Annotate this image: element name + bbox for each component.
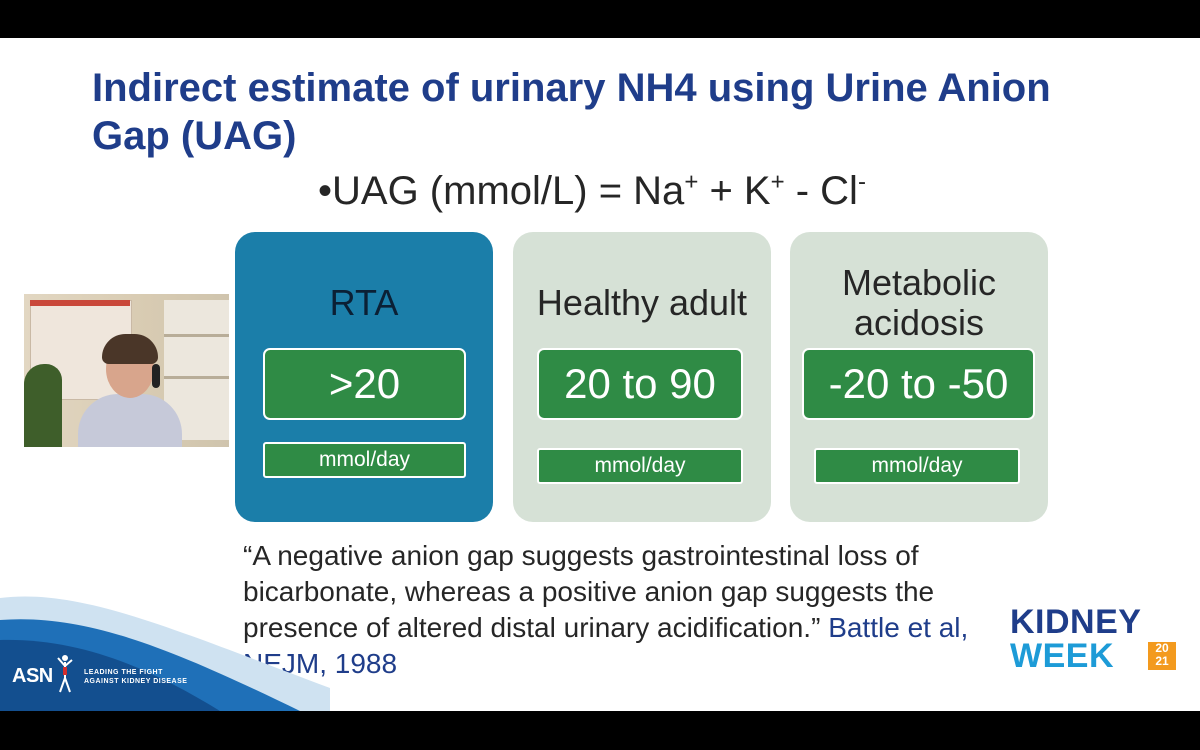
- asn-logo-text: ASN: [12, 665, 53, 687]
- card-healthy-adult: Healthy adult 20 to 90 mmol/day: [513, 232, 771, 522]
- speaker-video-thumbnail: [24, 294, 229, 447]
- value-box-rta: >20: [263, 348, 466, 420]
- kidney-week-logo-week: WEEK: [1010, 637, 1114, 675]
- unit-box-rta: mmol/day: [263, 442, 466, 478]
- quote-paragraph: “A negative anion gap suggests gastroint…: [243, 538, 1003, 682]
- asn-tagline-line1: LEADING THE FIGHT: [84, 669, 163, 676]
- formula-mid-cl: - Cl: [784, 169, 858, 213]
- card-title-acidosis: acidosis: [853, 302, 985, 343]
- slide-title: Indirect estimate of urinary NH4 using U…: [92, 66, 1051, 158]
- presentation-slide: Indirect estimate of urinary NH4 using U…: [0, 38, 1200, 711]
- card-rta: RTA >20 mmol/day: [235, 232, 493, 522]
- quote-text: “A negative anion gap suggests gastroint…: [243, 540, 935, 643]
- year-bottom: 21: [1155, 654, 1169, 668]
- formula-sup-na: +: [684, 168, 699, 196]
- kidney-week-year-badge: 20 21: [1148, 642, 1176, 670]
- video-plant: [24, 364, 62, 447]
- formula-sup-k: +: [770, 168, 785, 196]
- asn-brand-wave: [0, 596, 330, 711]
- speaker-body: [78, 394, 182, 447]
- card-title-rta: RTA: [329, 282, 399, 323]
- video-poster-header: [30, 300, 130, 306]
- speaker-headset: [152, 364, 160, 388]
- speaker-hair: [102, 334, 158, 364]
- unit-box-metabolic-acidosis: mmol/day: [814, 448, 1020, 484]
- asn-figure-icon: [57, 655, 73, 693]
- year-top: 20: [1155, 641, 1169, 655]
- video-shelf-divider: [164, 334, 229, 337]
- value-box-healthy-adult: 20 to 90: [537, 348, 743, 420]
- formula-bullet: •UAG (mmol/L) = Na+ + K+ - Cl-: [318, 168, 866, 214]
- formula-mid-k: + K: [698, 169, 771, 213]
- bullet-glyph: •: [318, 169, 333, 213]
- formula-sup-cl: -: [857, 168, 866, 196]
- kidney-week-logo-kidney: KIDNEY: [1010, 603, 1142, 641]
- asn-tagline-line2: AGAINST KIDNEY DISEASE: [84, 678, 188, 685]
- card-metabolic-acidosis: Metabolic acidosis -20 to -50 mmol/day: [790, 232, 1048, 522]
- formula-prefix: UAG (mmol/L) = Na: [332, 169, 685, 213]
- asn-tagline: LEADING THE FIGHT AGAINST KIDNEY DISEASE: [84, 668, 187, 686]
- unit-box-healthy-adult: mmol/day: [537, 448, 743, 484]
- card-title-healthy-adult: Healthy adult: [536, 282, 748, 323]
- video-shelf-divider: [164, 376, 229, 379]
- value-box-metabolic-acidosis: -20 to -50: [802, 348, 1035, 420]
- card-title-metabolic: Metabolic: [841, 262, 997, 303]
